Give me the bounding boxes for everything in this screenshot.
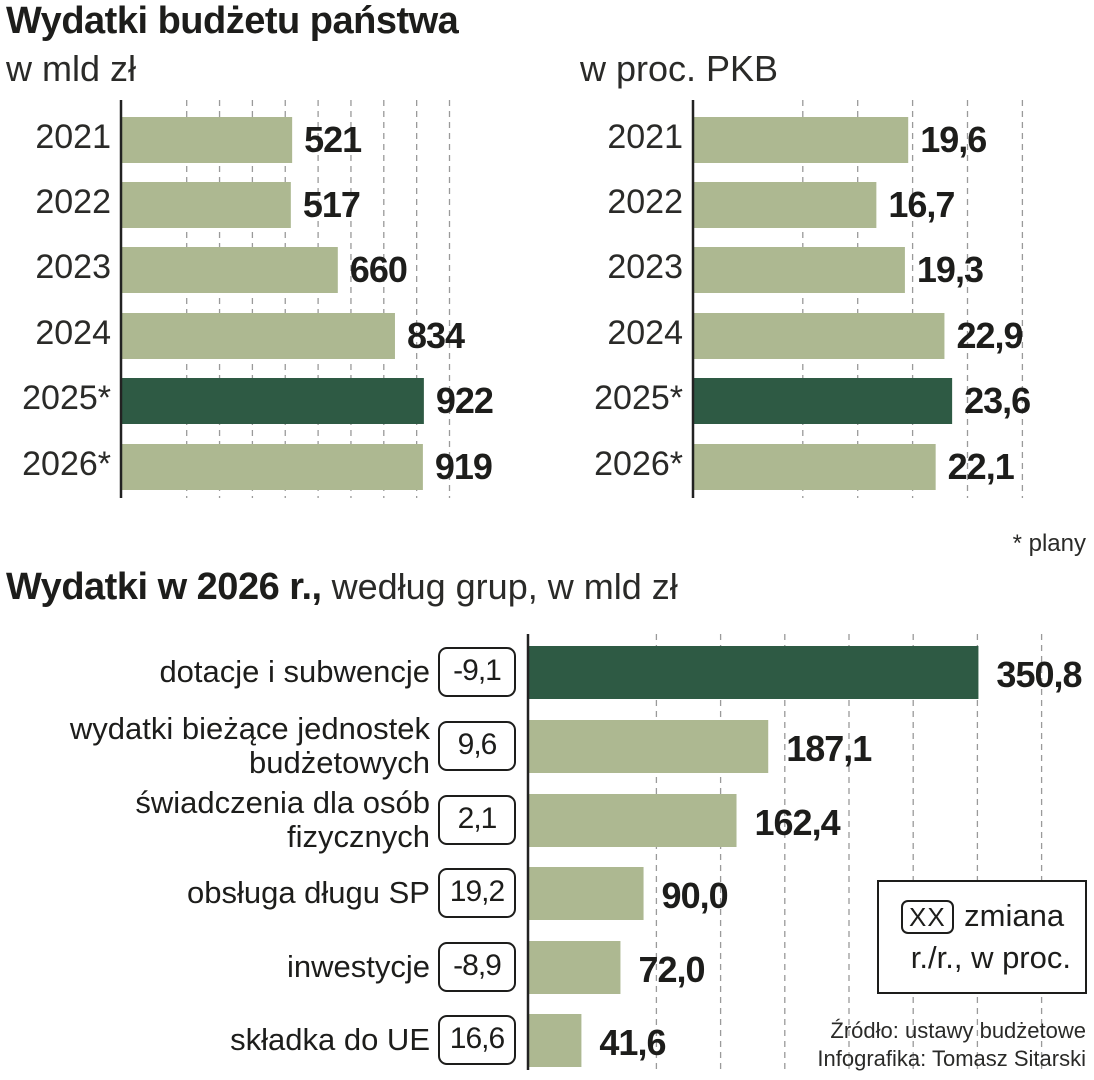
chart1-year-label: 2025* xyxy=(22,379,111,417)
chart2-value-label: 22,9 xyxy=(956,315,1023,356)
chart1-year-label: 2026* xyxy=(22,445,111,483)
chart3-value-label: 187,1 xyxy=(786,728,872,769)
chart3-category-label: dotacje i subwencje xyxy=(159,654,430,689)
chart1-value-label: 922 xyxy=(435,380,494,421)
footnote: * plany xyxy=(1012,530,1086,557)
chart2-year-label: 2021 xyxy=(607,118,683,156)
change-badge: 9,6 xyxy=(438,721,516,771)
chart1-bar-2022 xyxy=(121,182,291,228)
change-badge: 2,1 xyxy=(438,795,516,845)
chart1-bar-2024 xyxy=(121,313,395,359)
source-line: Źródło: ustawy budżetowe xyxy=(830,1018,1086,1043)
legend-text-1: zmiana xyxy=(964,898,1065,933)
chart1-bar-2023 xyxy=(121,247,338,293)
chart2-bar-2022 xyxy=(693,182,877,228)
chart3-category-label: inwestycje xyxy=(287,949,430,984)
chart3-category-label: składka do UE xyxy=(230,1022,430,1057)
chart1-year-label: 2022 xyxy=(35,183,111,221)
legend: XX zmiana r./r., w proc. xyxy=(877,880,1087,994)
change-badge: 16,6 xyxy=(438,1015,516,1065)
chart3-category-label: wydatki bieżące jednostek budżetowych xyxy=(69,711,430,780)
chart1-year-label: 2021 xyxy=(35,118,111,156)
chart2-year-label: 2024 xyxy=(607,314,683,352)
chart3-value-label: 72,0 xyxy=(638,949,705,990)
bottom-title: Wydatki w 2026 r., według grup, w mld zł xyxy=(6,566,678,609)
chart3-value-label: 41,6 xyxy=(599,1022,666,1063)
chart2-year-label: 2025* xyxy=(594,379,683,417)
chart1-value-label: 919 xyxy=(434,446,493,487)
legend-box-sample: XX xyxy=(901,900,954,934)
chart3-value-label: 350,8 xyxy=(996,654,1082,695)
chart1-value-label: 517 xyxy=(302,184,361,225)
chart3-category-label: obsługa długu SP xyxy=(186,875,430,910)
legend-text-2: r./r., w proc. xyxy=(910,940,1071,975)
chart3-bar-4 xyxy=(528,941,621,994)
chart3-bar-1 xyxy=(528,720,769,773)
bottom-title-bold: Wydatki w 2026 r., xyxy=(6,566,322,608)
chart3-bar-0 xyxy=(528,646,979,699)
bottom-title-light: według grup, w mld zł xyxy=(321,566,678,607)
chart2-bar-2021 xyxy=(693,117,909,163)
chart2-bar-2025 xyxy=(693,378,953,424)
chart2-bar-2024 xyxy=(693,313,945,359)
change-badge: 19,2 xyxy=(438,868,516,918)
chart1-year-label: 2023 xyxy=(35,248,111,286)
chart3-bar-5 xyxy=(528,1014,582,1067)
chart3-category-label: świadczenia dla osób fizycznych xyxy=(135,785,430,854)
chart2-value-label: 23,6 xyxy=(964,380,1031,421)
chart2-subtitle: w proc. PKB xyxy=(580,48,779,89)
chart2-year-label: 2026* xyxy=(594,445,683,483)
chart3-value-label: 90,0 xyxy=(661,875,729,916)
chart2-year-label: 2023 xyxy=(607,248,683,286)
credit-line: Infografika: Tomasz Sitarski xyxy=(817,1046,1086,1071)
chart1-year-label: 2024 xyxy=(35,314,111,352)
chart2-value-label: 22,1 xyxy=(947,446,1015,487)
chart1-subtitle: w mld zł xyxy=(6,48,137,89)
chart2-value-label: 16,7 xyxy=(888,184,955,225)
chart1-value-label: 521 xyxy=(304,119,362,160)
chart3-bar-3 xyxy=(528,867,644,920)
chart2-value-label: 19,6 xyxy=(920,119,987,160)
chart3-value-label: 162,4 xyxy=(754,802,841,843)
chart2-bar-2026 xyxy=(693,444,936,490)
chart1-value-label: 834 xyxy=(406,315,465,356)
chart2-value-label: 19,3 xyxy=(916,249,984,290)
main-title: Wydatki budżetu państwa xyxy=(6,0,459,42)
change-badge: -9,1 xyxy=(438,647,516,697)
chart3-bar-2 xyxy=(528,794,737,847)
chart2-bar-2023 xyxy=(693,247,905,293)
chart1-value-label: 660 xyxy=(349,249,408,290)
change-badge: -8,9 xyxy=(438,942,516,992)
chart1-bar-2026 xyxy=(121,444,423,490)
chart1-bar-2021 xyxy=(121,117,293,163)
chart1-bar-2025 xyxy=(121,378,424,424)
chart2-year-label: 2022 xyxy=(607,183,683,221)
